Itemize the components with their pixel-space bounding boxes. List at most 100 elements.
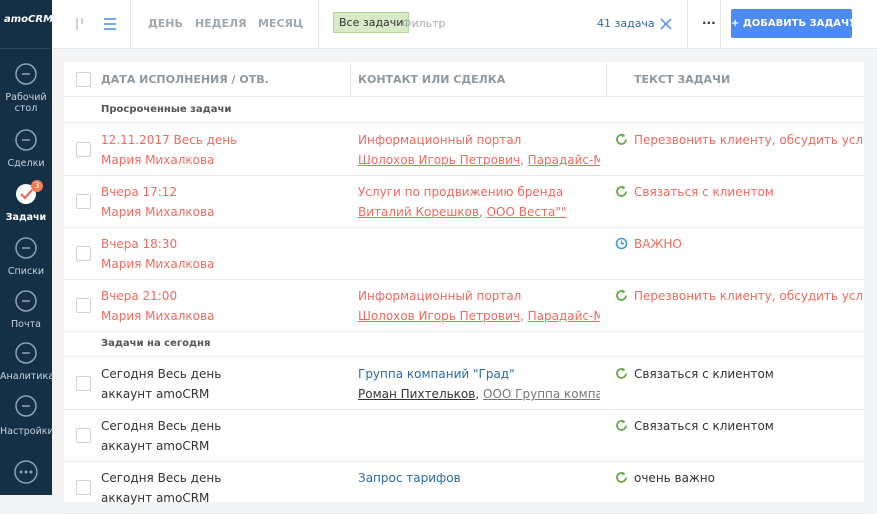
contact-link[interactable]: Шолохов Игорь Петрович: [358, 309, 520, 323]
separator: ,: [519, 309, 528, 323]
responsible: аккаунт amoCRM: [101, 491, 210, 505]
task-text: Связаться с клиентом: [634, 367, 774, 381]
filter-input[interactable]: Фильтр: [402, 17, 446, 30]
contact-link[interactable]: Шолохов Игорь Петрович: [358, 153, 520, 167]
nav-label[interactable]: Списки: [7, 266, 45, 277]
company-link[interactable]: ООО Веста"": [486, 205, 567, 219]
task-row[interactable]: 12.11.2017 Весь день Мария Михалкова Инфор…: [64, 123, 864, 176]
row-checkbox[interactable]: [76, 428, 91, 443]
view-tab[interactable]: ДЕНЬ: [148, 17, 183, 30]
group-title: Задачи на сегодня: [101, 338, 211, 349]
contact-link[interactable]: Роман Пихтельков: [358, 387, 476, 401]
column-divider: [606, 62, 607, 96]
task-date: Сегодня Весь день: [101, 471, 222, 485]
view-tab[interactable]: НЕДЕЛЯ: [195, 17, 247, 30]
task-type-icon: [616, 367, 627, 379]
nav-label[interactable]: Аналитика: [0, 371, 55, 382]
row-checkbox[interactable]: [76, 194, 91, 209]
task-date: Сегодня Весь день: [101, 367, 222, 381]
divider: [687, 0, 688, 48]
task-date: Вчера 18:30: [101, 237, 178, 251]
task-text: ВАЖНО: [634, 237, 682, 251]
responsible: аккаунт amoCRM: [101, 439, 210, 453]
company-link[interactable]: ООО Группа компаний "Гра: [483, 387, 600, 401]
responsible: Мария Михалкова: [101, 205, 215, 219]
contact-line: Роман Пихтельков, ООО Группа компаний "Г…: [358, 387, 600, 401]
deal-link[interactable]: Группа компаний "Град": [358, 367, 515, 381]
filter-chip[interactable]: Все задачи: [333, 12, 410, 33]
nav-label[interactable]: Почта: [11, 319, 41, 330]
sidebar: amoCRM. Рабочий стол Сделки Задачи 3 Списки П…: [0, 0, 57, 495]
task-type-icon: [616, 471, 627, 483]
nav-icon[interactable]: [14, 236, 38, 260]
deal-link[interactable]: Запрос тарифов: [358, 471, 461, 485]
company-link[interactable]: Парадайс-М: [527, 309, 600, 323]
responsible: Мария Михалкова: [101, 309, 215, 323]
row-checkbox[interactable]: [76, 246, 91, 261]
header-checkbox[interactable]: [76, 72, 91, 87]
view-icons: [76, 18, 116, 30]
logo[interactable]: amoCRM.: [4, 14, 57, 25]
contact-line: Шолохов Игорь Петрович, Парадайс-М: [358, 153, 600, 167]
row-checkbox[interactable]: [76, 376, 91, 391]
task-text: Связаться с клиентом: [634, 185, 774, 199]
deal-link[interactable]: Информационный портал: [358, 289, 522, 303]
task-type-icon: [615, 237, 628, 250]
task-date: Вчера 21:00: [101, 289, 178, 303]
task-text: очень важно: [634, 471, 715, 485]
deal-link[interactable]: Информационный портал: [358, 133, 522, 147]
task-type-icon: [616, 289, 627, 301]
task-row[interactable]: Сегодня Весь день аккаунт amoCRM Группа ко…: [64, 357, 864, 410]
row-checkbox[interactable]: [76, 142, 91, 157]
task-row[interactable]: Вчера 17:12 Мария Михалкова Услуги по прод…: [64, 175, 864, 228]
nav-icon[interactable]: [14, 128, 38, 152]
badge: 3: [31, 180, 43, 192]
divider: [64, 356, 864, 357]
contact-line: Шолохов Игорь Петрович, Парадайс-М: [358, 309, 600, 323]
task-row[interactable]: Вчера 21:00 Мария Михалкова Информационный…: [64, 279, 864, 332]
task-type-icon: [616, 133, 627, 145]
more-button[interactable]: ...: [702, 13, 716, 27]
task-text: Перезвонить клиенту, обсудить условия д: [634, 133, 862, 147]
view-tab[interactable]: МЕСЯЦ: [258, 17, 304, 30]
task-row[interactable]: Сегодня Весь день аккаунт amoCRM Связаться…: [64, 409, 864, 462]
nav-icon[interactable]: [14, 394, 38, 418]
chat-icon: [14, 460, 38, 484]
contact-link[interactable]: Виталий Корешков: [358, 205, 479, 219]
divider: [130, 0, 131, 48]
task-type-icon: [616, 185, 627, 197]
nav-label[interactable]: Рабочий стол: [5, 92, 47, 114]
divider: [720, 0, 721, 48]
nav-icon[interactable]: [14, 62, 38, 86]
toolbar: Все задачи Фильтр 41 задача ... + ДОБАВИ…: [52, 0, 877, 49]
separator: ,: [475, 387, 483, 401]
divider: [0, 48, 52, 49]
task-row[interactable]: Вчера 18:30 Мария Михалкова ВАЖНО: [64, 227, 864, 280]
row-checkbox[interactable]: [76, 480, 91, 495]
nav-icon[interactable]: [14, 289, 38, 313]
nav-label[interactable]: Задачи: [5, 212, 47, 223]
task-row[interactable]: Сегодня Весь день аккаунт amoCRM Запрос та…: [64, 461, 864, 514]
contact-line: Виталий Корешков, ООО Веста"": [358, 205, 600, 219]
clear-filter[interactable]: [660, 18, 672, 30]
separator: ,: [519, 153, 528, 167]
column-header: КОНТАКТ ИЛИ СДЕЛКА: [358, 73, 506, 86]
nav-icon[interactable]: [14, 341, 38, 365]
task-table: ДАТА ИСПОЛНЕНИЯ / ОТВ. КОНТАКТ ИЛИ СДЕЛКА…: [64, 62, 864, 514]
nav-label[interactable]: Настройки: [0, 426, 54, 437]
add-task-button[interactable]: + ДОБАВИТЬ ЗАДАЧУ: [731, 9, 857, 38]
nav-label[interactable]: Сделки: [7, 158, 45, 169]
separator: ,: [478, 205, 487, 219]
task-text: Перезвонить клиенту, обсудить условия д: [634, 289, 862, 303]
column-header: ТЕКСТ ЗАДАЧИ: [634, 73, 731, 86]
column-header: ДАТА ИСПОЛНЕНИЯ / ОТВ.: [101, 73, 269, 86]
group-title: Просроченные задачи: [101, 104, 232, 115]
task-count: 41 задача: [597, 17, 655, 30]
divider: [64, 96, 864, 97]
row-checkbox[interactable]: [76, 298, 91, 313]
company-link[interactable]: Парадайс-М: [527, 153, 600, 167]
task-text: Связаться с клиентом: [634, 419, 774, 433]
deal-link[interactable]: Услуги по продвижению бренда: [358, 185, 564, 199]
divider: [64, 122, 864, 123]
